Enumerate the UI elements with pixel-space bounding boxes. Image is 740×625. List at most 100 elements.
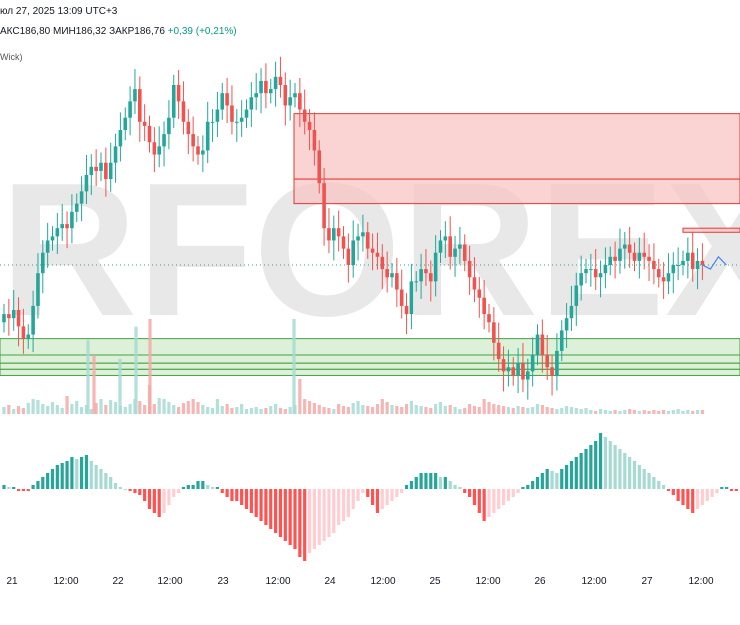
histogram-bar xyxy=(535,477,540,489)
candle-body xyxy=(138,89,142,122)
histogram-bar xyxy=(298,489,302,557)
volume-bar xyxy=(12,409,16,414)
volume-bar xyxy=(613,410,617,414)
candle-body xyxy=(390,273,394,278)
volume-bar xyxy=(269,406,273,414)
histogram-bar xyxy=(487,489,491,517)
ohlc-change: +0,39 (+0,21%) xyxy=(167,26,237,37)
oscillator-histogram xyxy=(2,433,738,561)
candle-body xyxy=(375,252,380,257)
volume-bar xyxy=(545,407,549,414)
volume-bar xyxy=(7,405,11,414)
volume-bar xyxy=(55,405,59,414)
candle-body xyxy=(666,273,671,282)
volume-bar xyxy=(70,404,74,414)
histogram-bar xyxy=(569,461,574,489)
histogram-bar xyxy=(181,487,186,489)
candle-body xyxy=(613,256,617,261)
histogram-bar xyxy=(395,489,399,497)
volume-bar xyxy=(603,410,607,414)
candle-body xyxy=(501,359,506,372)
histogram-bar xyxy=(438,477,443,489)
candle-body xyxy=(118,130,123,147)
volume-bar xyxy=(264,408,268,414)
histogram-bar xyxy=(278,489,283,537)
histogram-bar xyxy=(477,489,481,513)
volume-bar xyxy=(104,405,108,414)
volume-bar xyxy=(579,409,583,414)
candle-body xyxy=(225,93,229,106)
volume-bar xyxy=(506,407,510,414)
volume-bar xyxy=(666,411,671,414)
volume-bar xyxy=(637,411,641,414)
candle-body xyxy=(249,97,254,110)
histogram-bar xyxy=(652,477,656,489)
candle-body xyxy=(443,236,448,241)
candle-body xyxy=(74,203,79,212)
volume-bar xyxy=(65,396,69,414)
histogram-bar xyxy=(628,457,632,489)
volume-bar xyxy=(448,405,452,414)
volume-bar xyxy=(380,399,384,414)
candle-body xyxy=(162,134,166,147)
candle-body xyxy=(637,252,642,261)
candle-body xyxy=(550,367,554,376)
histogram-bar xyxy=(327,489,331,537)
histogram-bar xyxy=(75,459,79,489)
volume-bar xyxy=(662,410,666,414)
candle-body xyxy=(559,330,564,351)
histogram-bar xyxy=(390,489,394,501)
forecast-line xyxy=(702,255,727,270)
volume-bar xyxy=(618,411,622,414)
candle-body xyxy=(661,277,666,282)
candle-body xyxy=(230,105,234,122)
volume-bar xyxy=(361,405,365,414)
volume-bar xyxy=(589,410,593,414)
time-axis-label: 22 xyxy=(112,576,124,587)
candle-body xyxy=(104,162,108,180)
histogram-bar xyxy=(584,449,588,489)
candle-body xyxy=(433,252,438,282)
histogram-bar xyxy=(375,489,380,513)
header-datetime: юл 27, 2025 13:09 UTC+3 xyxy=(0,6,118,17)
volume-bar xyxy=(419,406,423,414)
histogram-bar xyxy=(555,473,559,489)
volume-bar xyxy=(41,404,45,414)
volume-bar xyxy=(671,410,675,414)
candle-body xyxy=(511,367,516,376)
volume-bar xyxy=(337,404,341,414)
candle-body xyxy=(181,101,186,122)
histogram-bar xyxy=(725,487,729,489)
volume-bar xyxy=(332,409,336,414)
candle-body xyxy=(302,109,307,122)
candle-body xyxy=(458,244,462,249)
volume-bar xyxy=(356,401,360,414)
candle-body xyxy=(336,228,341,237)
volume-bar xyxy=(657,411,661,414)
candle-body xyxy=(45,240,50,253)
histogram-bar xyxy=(371,489,375,505)
histogram-bar xyxy=(65,461,69,489)
volume-bar xyxy=(167,402,171,414)
candle-body xyxy=(2,314,6,323)
time-axis-label: 12:00 xyxy=(475,576,500,587)
volume-bar xyxy=(487,402,491,414)
histogram-bar xyxy=(637,465,641,489)
histogram-bar xyxy=(710,489,714,497)
candle-body xyxy=(603,265,608,274)
histogram-bar xyxy=(346,489,350,517)
candle-body xyxy=(365,232,370,249)
candle-body xyxy=(700,260,705,265)
resistance-zone xyxy=(682,227,740,233)
histogram-bar xyxy=(497,489,501,509)
candle-body xyxy=(171,85,176,118)
histogram-bar xyxy=(618,449,622,489)
histogram-bar xyxy=(598,433,603,489)
volume-bar xyxy=(94,403,98,414)
histogram-bar xyxy=(191,485,195,489)
volume-bar xyxy=(99,399,103,414)
volume-bar xyxy=(366,406,370,414)
histogram-bar xyxy=(288,489,292,545)
